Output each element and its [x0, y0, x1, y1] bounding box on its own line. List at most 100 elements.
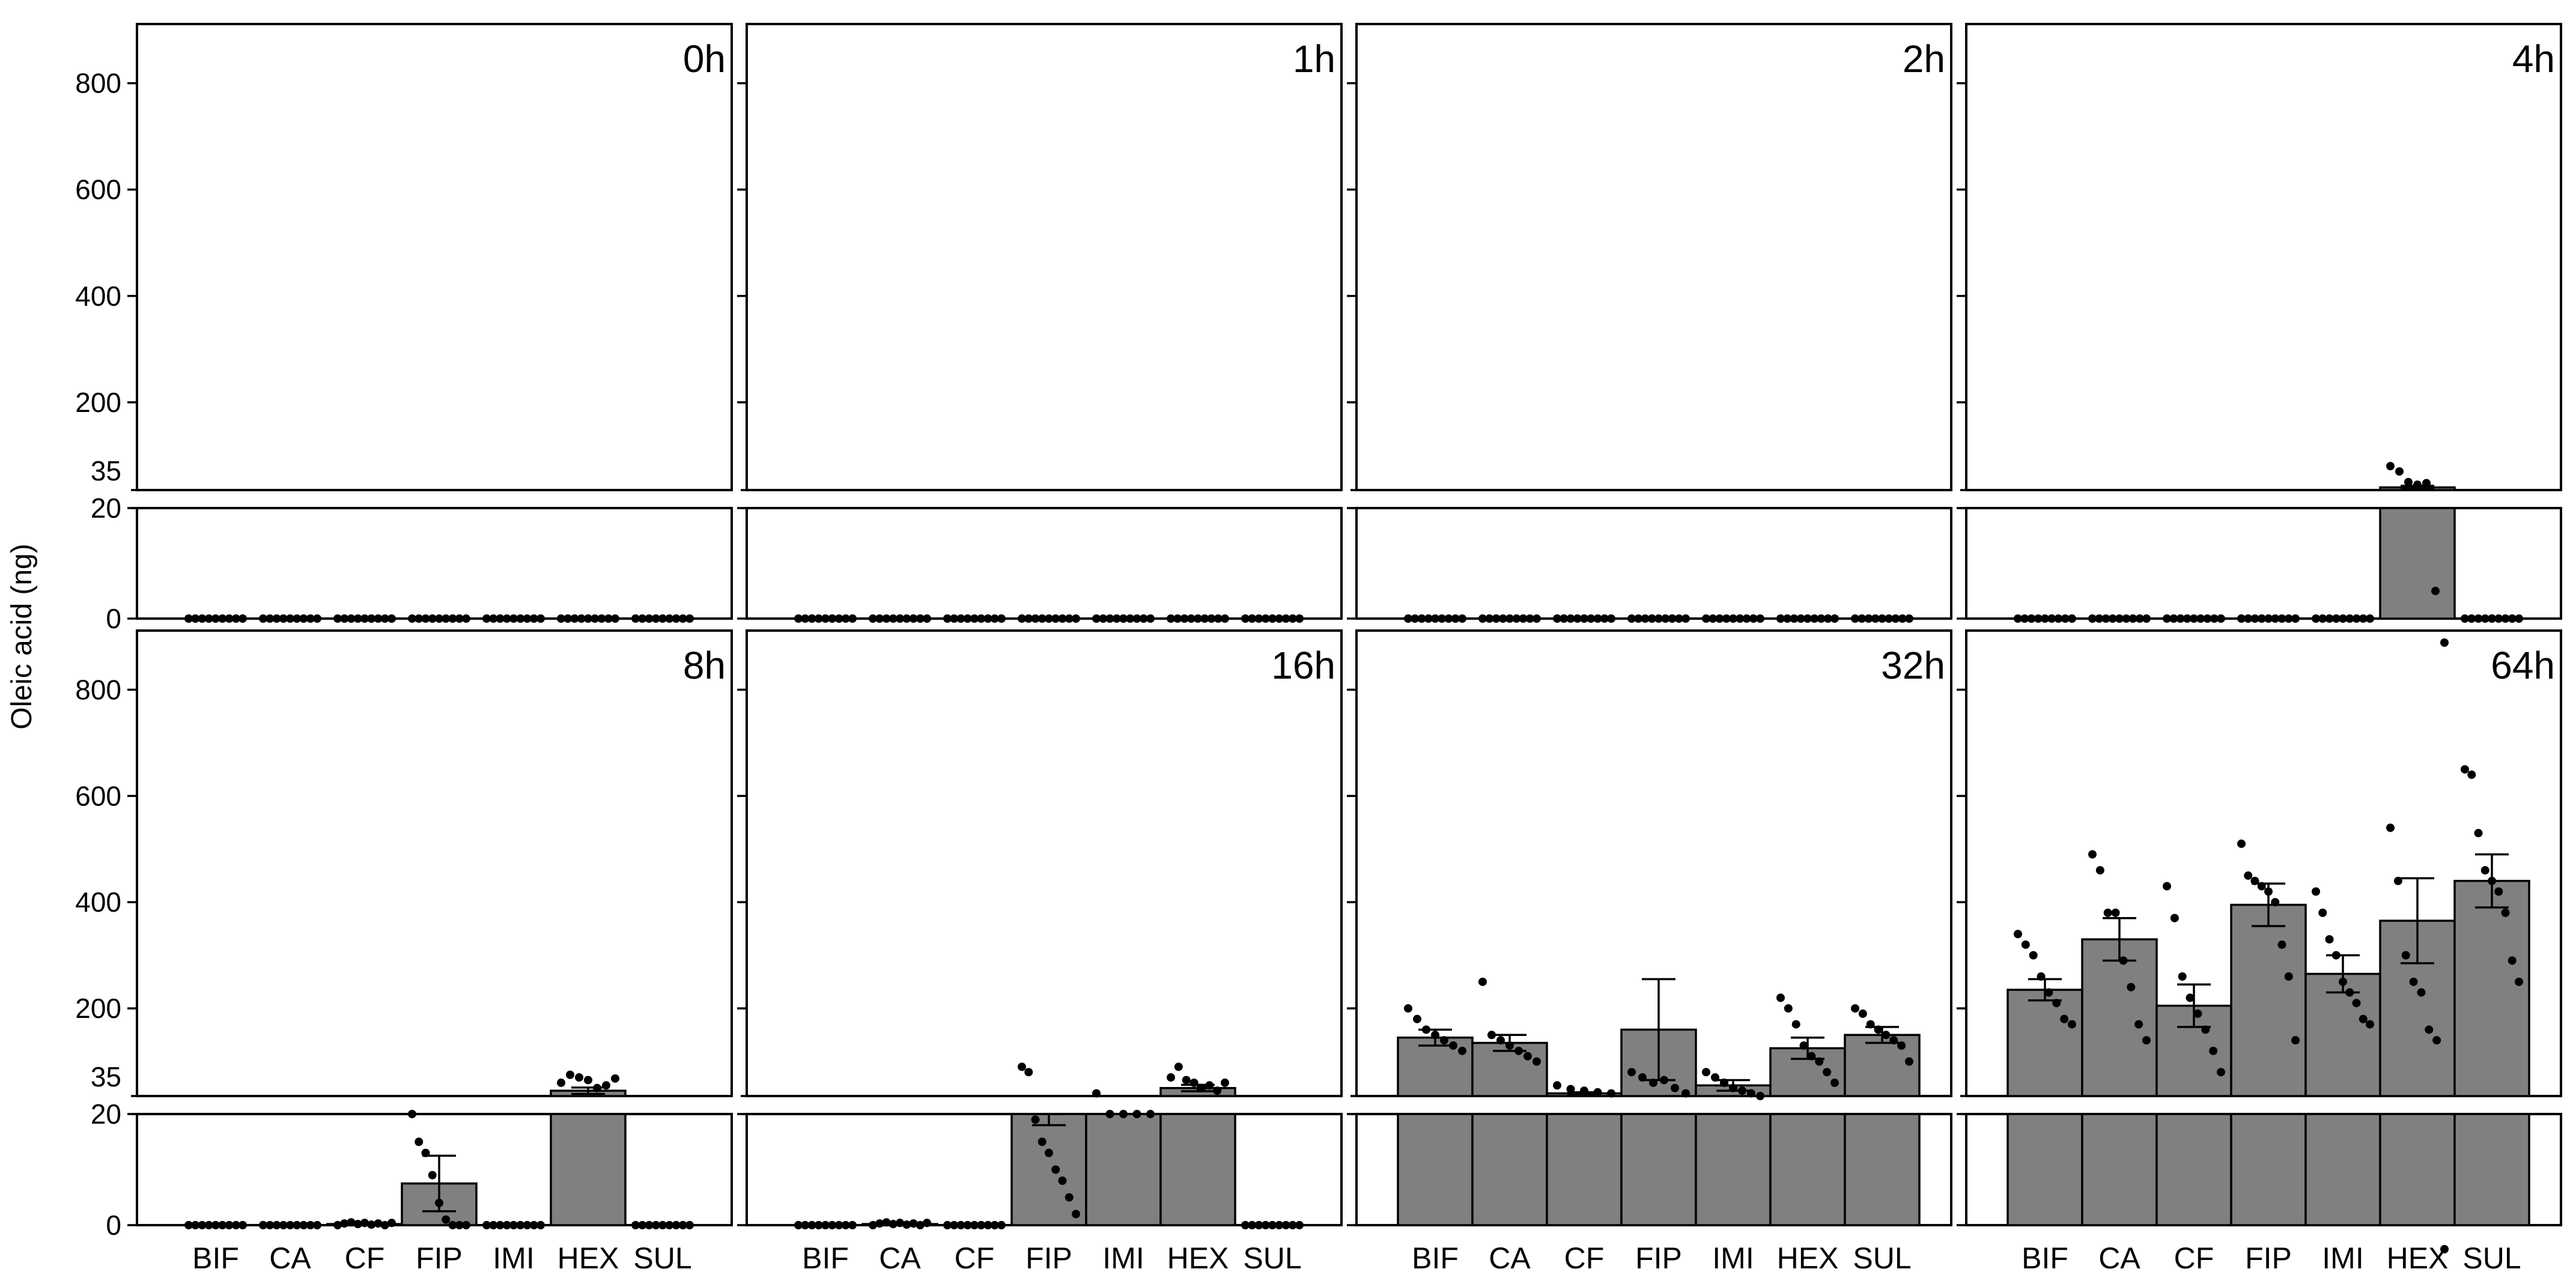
data-point [536, 1221, 545, 1229]
data-point [1800, 1041, 1808, 1050]
data-point [2112, 909, 2120, 917]
x-tick-label: FIP [1635, 1241, 1682, 1275]
x-tick-label: HEX [1777, 1241, 1839, 1275]
y-tick-label: 20 [91, 492, 121, 524]
data-point [1671, 1084, 1679, 1092]
data-point [1295, 1221, 1304, 1229]
axis-break-gap [735, 1096, 1353, 1114]
data-point [2088, 850, 2097, 859]
bar-HEX [2380, 1114, 2455, 1225]
data-point [2119, 956, 2127, 965]
data-point [2467, 771, 2476, 779]
data-point [1167, 1073, 1175, 1082]
x-tick-label: CF [1564, 1241, 1605, 1275]
x-tick-label: SUL [2462, 1241, 2521, 1275]
data-point [1458, 1047, 1466, 1055]
upper-frame [137, 631, 732, 1096]
panel-label: 0h [683, 37, 726, 80]
data-point [1221, 1079, 1229, 1087]
data-point [2193, 1010, 2202, 1018]
axis-break-gap [1344, 490, 1963, 508]
data-point [2410, 978, 2418, 986]
data-point [584, 1076, 592, 1084]
data-point [462, 614, 470, 623]
data-point [1830, 1079, 1839, 1087]
data-point [1119, 1110, 1128, 1118]
data-point [1106, 1110, 1114, 1118]
bar-IMI [1086, 1114, 1161, 1225]
bar-FIP [1621, 1114, 1696, 1225]
x-tick-label: BIF [192, 1241, 239, 1275]
data-point [1174, 1062, 1183, 1071]
data-point [1449, 1041, 1457, 1050]
axis-break-gap [1954, 1096, 2573, 1114]
y-tick-label: 0 [106, 603, 121, 634]
data-point [2163, 882, 2171, 891]
data-point [1133, 1110, 1141, 1118]
data-point [2318, 909, 2327, 917]
data-point [2217, 614, 2225, 623]
data-point [442, 1216, 450, 1224]
data-point [422, 1149, 430, 1157]
data-point [1440, 1036, 1448, 1044]
data-point [536, 614, 545, 623]
data-point [2291, 1036, 2300, 1044]
data-point [2515, 614, 2523, 623]
upper-frame [747, 24, 1341, 490]
panel-0h: 020200400600800350h [75, 24, 744, 634]
data-point [2251, 877, 2259, 885]
data-point [1295, 614, 1304, 623]
x-tick-label: IMI [1102, 1241, 1144, 1275]
data-point [2425, 1025, 2433, 1034]
data-point [1059, 1177, 1067, 1185]
data-point [238, 614, 247, 623]
data-point [1182, 1076, 1191, 1084]
data-point [997, 1221, 1006, 1229]
data-point [2285, 972, 2293, 981]
data-point [1627, 1068, 1636, 1076]
x-tick-label: IMI [1712, 1241, 1754, 1275]
data-point [557, 1079, 565, 1087]
panel-label: 16h [1271, 644, 1335, 687]
y-tick-label: 35 [91, 455, 121, 486]
lower-frame [1356, 508, 1951, 619]
data-point [2264, 888, 2273, 896]
bar-CF [2157, 1114, 2231, 1225]
data-point [2386, 823, 2395, 832]
y-tick-label: 35 [91, 1061, 121, 1092]
data-point [1897, 1041, 1906, 1050]
data-point [1487, 1031, 1496, 1039]
data-point [1776, 993, 1785, 1002]
y-tick-label: 800 [75, 68, 121, 99]
data-point [1523, 1052, 1532, 1061]
panel-label: 2h [1903, 37, 1945, 80]
data-point [2237, 840, 2246, 848]
panel-label: 8h [683, 644, 726, 687]
data-point [2104, 909, 2112, 917]
data-point [2178, 972, 2187, 981]
data-point [2432, 1036, 2441, 1044]
data-point [1031, 1115, 1040, 1124]
data-point [923, 1219, 931, 1227]
data-point [2278, 940, 2286, 949]
data-point [2244, 871, 2252, 880]
bar-HEX [1161, 1114, 1235, 1225]
data-point [2481, 866, 2489, 874]
data-point [1905, 1058, 1913, 1066]
data-point [2142, 1036, 2151, 1044]
x-tick-label: FIP [2245, 1241, 2292, 1275]
data-point [2096, 866, 2104, 874]
data-point [1496, 1036, 1505, 1044]
y-tick-label: 600 [75, 174, 121, 205]
panel-label: 64h [2491, 644, 2555, 687]
data-point [2386, 462, 2395, 470]
axis-break-gap [125, 1096, 744, 1114]
data-point [1649, 1079, 1657, 1087]
data-point [1514, 1047, 1523, 1055]
x-tick-label: IMI [2322, 1241, 2363, 1275]
data-point [1851, 1004, 1859, 1013]
data-point [1747, 1089, 1755, 1098]
panel-label: 1h [1293, 37, 1335, 80]
data-point [313, 614, 321, 623]
